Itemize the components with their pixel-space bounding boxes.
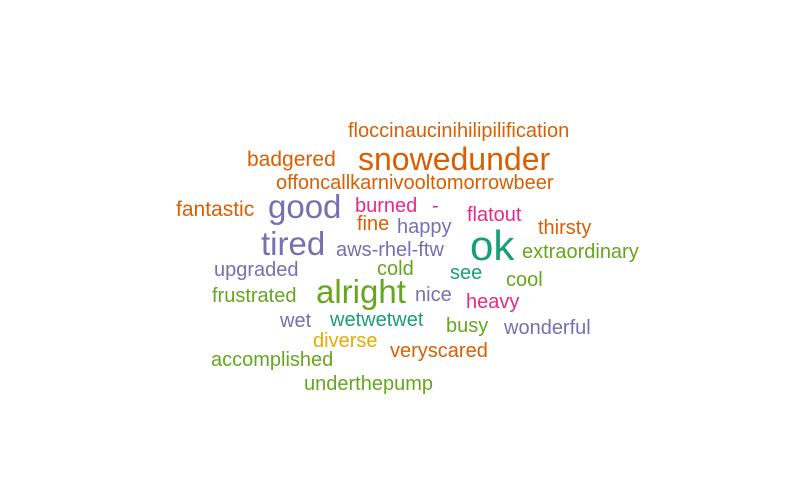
word-nice: nice (415, 284, 452, 306)
word-underthepump: underthepump (304, 373, 433, 395)
word-happy: happy (397, 216, 452, 238)
word-upgraded: upgraded (214, 259, 299, 281)
word-heavy: heavy (466, 291, 520, 313)
word-dash: - (432, 195, 439, 217)
word-wet: wet (280, 310, 312, 332)
word-good: good (268, 188, 342, 225)
word-busy: busy (446, 315, 489, 337)
word-badgered: badgered (247, 148, 336, 171)
word-burned: burned (355, 195, 418, 217)
word-fine: fine (357, 213, 390, 235)
word-cool: cool (506, 269, 543, 291)
word-frustrated: frustrated (212, 285, 297, 307)
word-veryscared: veryscared (390, 340, 488, 362)
word-wonderful: wonderful (504, 317, 591, 339)
word-wetwetwet: wetwetwet (330, 309, 424, 331)
word-see: see (450, 262, 483, 284)
word-offoncallkarnivooltomorrowbeer: offoncallkarnivooltomorrowbeer (276, 172, 554, 194)
word-flatout: flatout (467, 204, 522, 226)
word-alright: alright (316, 273, 406, 310)
word-snowedunder: snowedunder (358, 141, 551, 177)
word-diverse: diverse (313, 330, 378, 352)
word-thirsty: thirsty (538, 217, 592, 239)
word-tired: tired (261, 225, 326, 262)
word-floccinaucinihilipilification: floccinaucinihilipilification (348, 120, 570, 142)
word-aws-rhel-ftw: aws-rhel-ftw (336, 239, 444, 261)
word-accomplished: accomplished (211, 349, 334, 371)
word-fantastic: fantastic (176, 198, 255, 221)
word-ok: ok (470, 222, 515, 269)
word-cold: cold (377, 258, 414, 280)
word-extraordinary: extraordinary (522, 241, 639, 263)
